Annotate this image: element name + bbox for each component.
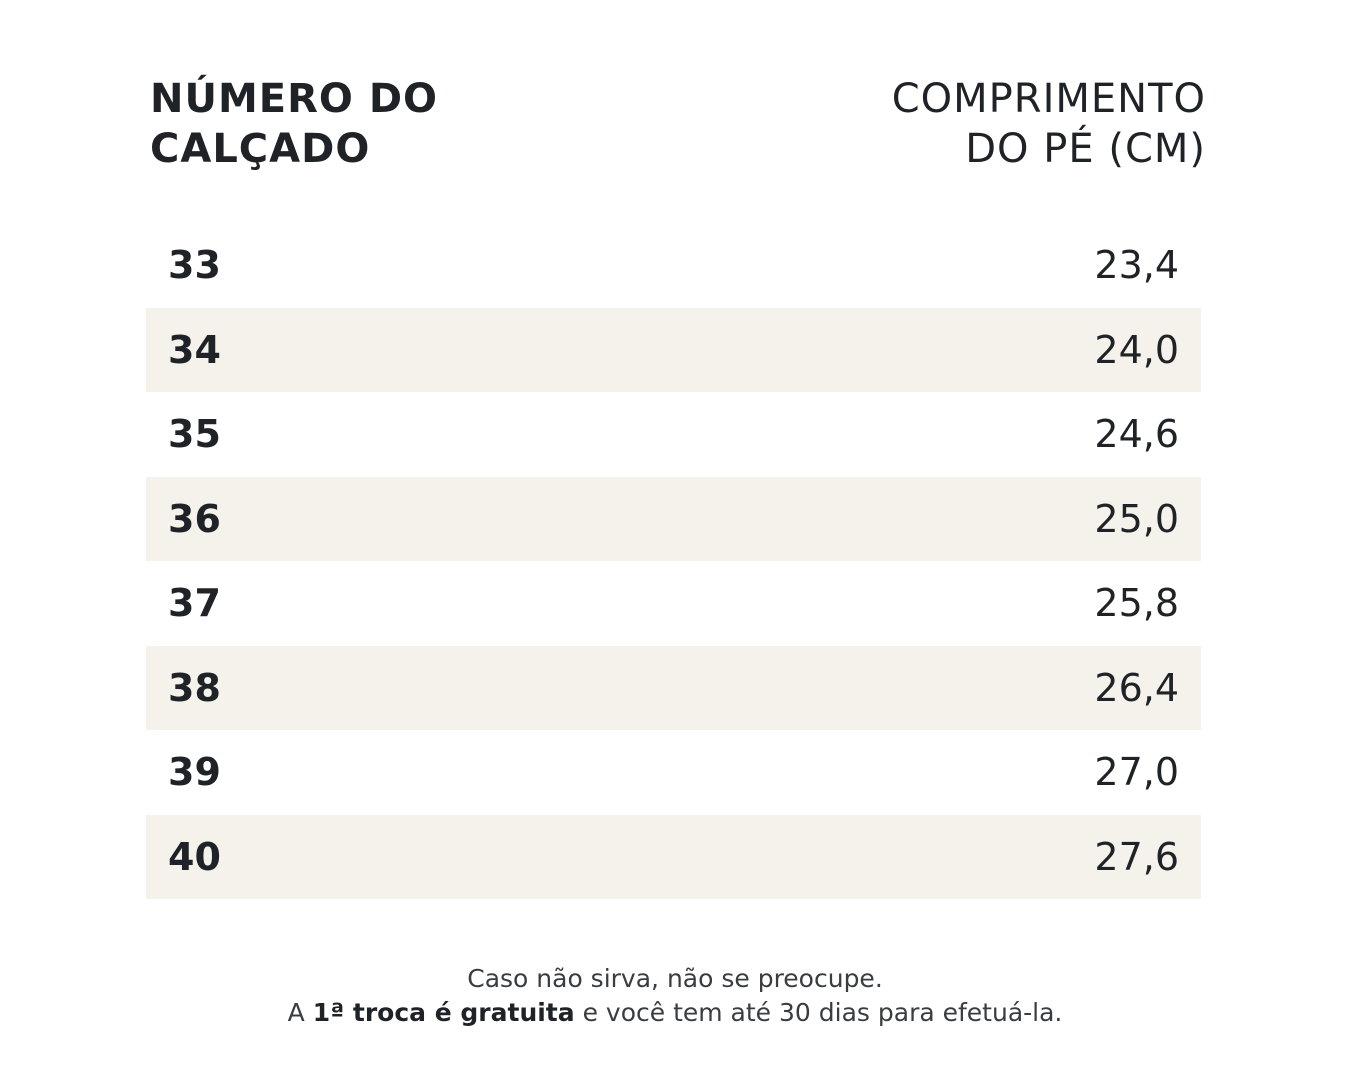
shoe-size: 38 — [168, 665, 221, 710]
table-row: 34 24,0 — [146, 307, 1201, 392]
foot-length: 24,0 — [1094, 327, 1179, 372]
length-column-header: COMPRIMENTO DO PÉ (CM) — [892, 74, 1206, 174]
shoe-size: 39 — [168, 750, 221, 794]
shoe-size: 37 — [168, 581, 221, 625]
exchange-note-prefix: A — [287, 998, 313, 1027]
shoe-size: 34 — [168, 327, 221, 372]
foot-length: 24,6 — [1094, 412, 1179, 456]
table-row: 38 26,4 — [146, 645, 1201, 730]
shoe-size: 36 — [168, 496, 221, 541]
foot-length: 25,0 — [1094, 496, 1179, 541]
foot-length: 27,6 — [1094, 834, 1179, 879]
table-row: 35 24,6 — [146, 392, 1201, 477]
foot-length: 23,4 — [1094, 243, 1179, 287]
exchange-note-line-2: A 1ª troca é gratuita e você tem até 30 … — [0, 996, 1350, 1030]
shoe-size: 40 — [168, 834, 221, 879]
table-row: 37 25,8 — [146, 561, 1201, 646]
size-chart-table: 33 23,4 34 24,0 35 24,6 36 25,0 37 25,8 … — [146, 223, 1201, 899]
size-header-line-1: NÚMERO DO — [150, 76, 439, 122]
size-column-header: NÚMERO DO CALÇADO — [150, 74, 438, 174]
size-header-line-2: CALÇADO — [150, 126, 371, 172]
table-row: 36 25,0 — [146, 476, 1201, 561]
foot-length: 27,0 — [1094, 750, 1179, 794]
table-row: 39 27,0 — [146, 730, 1201, 815]
exchange-note-line-1: Caso não sirva, não se preocupe. — [467, 964, 883, 993]
exchange-note: Caso não sirva, não se preocupe. A 1ª tr… — [0, 962, 1350, 1030]
table-row: 33 23,4 — [146, 223, 1201, 308]
table-row: 40 27,6 — [146, 814, 1201, 899]
table-header: NÚMERO DO CALÇADO COMPRIMENTO DO PÉ (CM) — [150, 74, 1206, 184]
length-header-line-2: DO PÉ (CM) — [965, 126, 1206, 172]
exchange-note-suffix: e você tem até 30 dias para efetuá-la. — [574, 998, 1063, 1027]
foot-length: 25,8 — [1094, 581, 1179, 625]
length-header-line-1: COMPRIMENTO — [891, 76, 1206, 122]
foot-length: 26,4 — [1094, 665, 1179, 710]
free-exchange-highlight: 1ª troca é gratuita — [312, 998, 575, 1027]
shoe-size: 33 — [168, 243, 221, 287]
shoe-size: 35 — [168, 412, 221, 456]
